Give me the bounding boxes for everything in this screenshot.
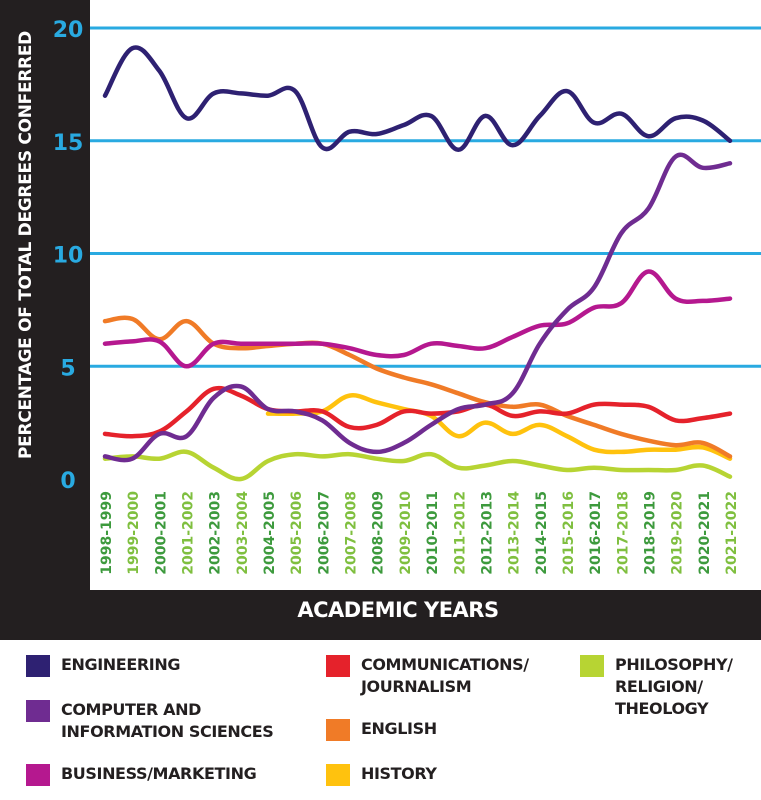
legend-swatch-philosophy — [580, 655, 604, 677]
x-tick-label: 2006-2007 — [316, 491, 332, 575]
x-tick-label: 2000-2001 — [153, 491, 169, 575]
series-line-engineering — [102, 45, 733, 153]
x-tick-label: 2015-2016 — [561, 491, 577, 575]
series-line-history — [265, 393, 733, 461]
y-tick-label: 20 — [53, 18, 84, 43]
legend-label-business-marketing: BUSINESS/MARKETING — [61, 764, 257, 783]
y-tick-label: 5 — [60, 356, 75, 381]
legend: ENGINEERING COMPUTER AND INFORMATION SCI… — [0, 640, 761, 800]
x-tick-label: 2002-2003 — [208, 491, 224, 575]
series-line-communications-journalism — [102, 385, 733, 439]
plot-background — [90, 0, 761, 590]
legend-item-philosophy: PHILOSOPHY/ RELIGION/ THEOLOGY — [580, 654, 733, 720]
x-tick-label: 2011-2012 — [452, 491, 468, 575]
x-tick-label: 2013-2014 — [507, 491, 523, 575]
chart-area: 0 5 10 15 20 1998-1999 1999-2000 2000-2001 2001… — [4, 0, 761, 622]
x-tick-label: 2008-2009 — [371, 491, 387, 575]
x-tick-label: 2019-2020 — [670, 491, 686, 575]
legend-item-computer-science: COMPUTER AND INFORMATION SCIENCES — [26, 699, 274, 743]
legend-swatch-english — [326, 719, 350, 741]
legend-item-history: HISTORY — [326, 763, 437, 786]
x-tick-label: 2009-2010 — [398, 491, 414, 575]
x-axis-title: ACADEMIC YEARS — [297, 598, 499, 622]
x-tick-label: 1998-1999 — [99, 491, 115, 575]
x-tick-label: 2020-2021 — [697, 491, 713, 575]
y-tick-label: 10 — [53, 244, 84, 269]
legend-swatch-communications — [326, 655, 350, 677]
legend-swatch-history — [326, 764, 350, 786]
x-tick-label: 2003-2004 — [235, 491, 251, 575]
legend-swatch-engineering — [26, 655, 50, 677]
series-line-philosophy-religion-theology — [102, 449, 733, 482]
y-tick-label: 15 — [53, 131, 84, 156]
legend-label-computer-science: COMPUTER AND INFORMATION SCIENCES — [61, 700, 274, 741]
series-line-business-marketing — [102, 269, 733, 369]
legend-item-communications: COMMUNICATIONS/ JOURNALISM — [326, 654, 529, 698]
legend-item-engineering: ENGINEERING — [26, 654, 180, 677]
y-axis-title: PERCENTAGE OF TOTAL DEGREES CONFERRED — [4, 25, 48, 465]
series-line-english — [102, 315, 733, 459]
legend-label-philosophy: PHILOSOPHY/ RELIGION/ THEOLOGY — [615, 655, 733, 718]
x-tick-label: 2012-2013 — [479, 491, 495, 575]
x-tick-label: 2005-2006 — [289, 491, 305, 575]
x-tick-label: 2001-2002 — [181, 491, 197, 575]
legend-swatch-business-marketing — [26, 764, 50, 786]
legend-label-history: HISTORY — [361, 764, 437, 783]
y-axis-title-text: PERCENTAGE OF TOTAL DEGREES CONFERRED — [16, 31, 36, 459]
legend-swatch-computer-science — [26, 700, 50, 722]
x-tick-label: 2007-2008 — [344, 491, 360, 575]
line-chart: 0 5 10 15 20 1998-1999 1999-2000 2000-2001 2001… — [53, 0, 761, 590]
legend-label-english: ENGLISH — [361, 719, 437, 738]
x-tick-label: 2021-2022 — [724, 491, 740, 575]
x-tick-label: 2016-2017 — [588, 491, 604, 575]
x-tick-label: 1999-2000 — [126, 491, 142, 575]
legend-label-engineering: ENGINEERING — [61, 655, 181, 674]
legend-label-communications: COMMUNICATIONS/ JOURNALISM — [361, 655, 529, 696]
x-tick-label: 2014-2015 — [534, 491, 550, 575]
x-tick-label: 2018-2019 — [642, 491, 658, 575]
x-tick-label: 2010-2011 — [425, 491, 441, 575]
series-line-computer-and-information-sciences — [102, 152, 733, 463]
y-tick-label: 0 — [60, 469, 75, 494]
x-tick-label: 2004-2005 — [262, 491, 278, 575]
legend-item-business-marketing: BUSINESS/MARKETING — [26, 763, 257, 786]
x-tick-label: 2017-2018 — [615, 491, 631, 575]
legend-item-english: ENGLISH — [326, 718, 437, 741]
